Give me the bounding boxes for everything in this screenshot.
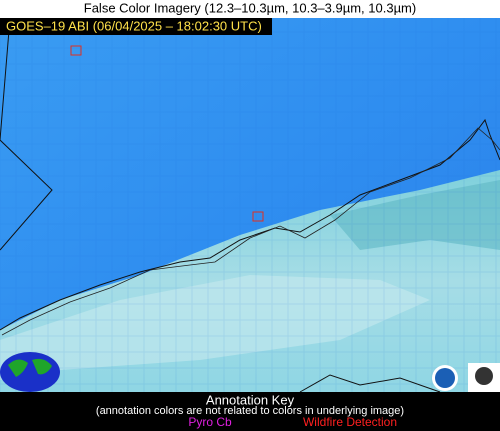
title-bar [0,0,500,18]
fire-marker [70,45,82,56]
pixel-grid [0,18,500,392]
key-title: Annotation Key [206,392,295,407]
title: False Color Imagery (12.3–10.3µm, 10.3–3… [84,0,416,15]
cimss-logo-mark [475,367,493,385]
border [1,127,500,336]
coastline-west [0,17,53,251]
key-note: (annotation colors are not related to co… [96,405,404,417]
key-pyrocb: Pyro Cb [188,415,232,429]
key-bar [0,392,500,431]
coastline-south [299,374,441,393]
noaa-logo-inner [435,368,455,388]
globe-logo [0,352,60,392]
key-wildfire: Wildfire Detection [303,415,397,429]
fire-marker [252,211,264,222]
image-label: GOES–19 ABI (06/04/2025 – 18:02:30 UTC) [6,18,262,33]
label-box [0,18,272,35]
globe-land [8,358,52,377]
